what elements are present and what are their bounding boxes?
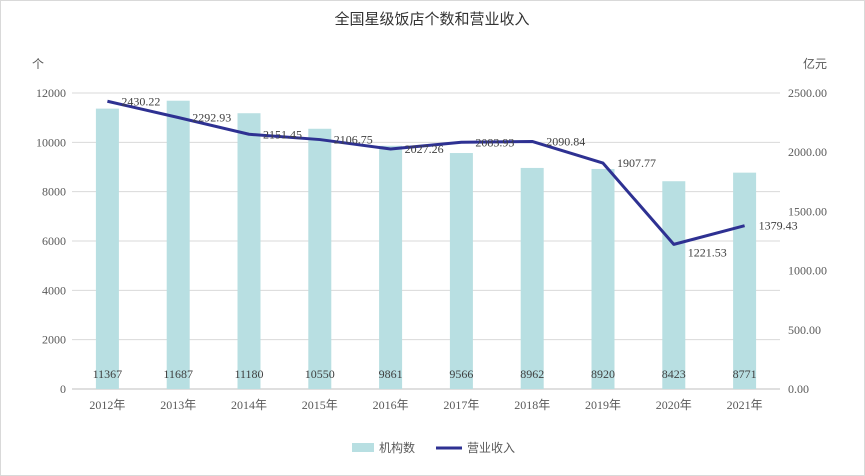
x-tick-label: 2017年 bbox=[443, 398, 479, 412]
line-series bbox=[107, 99, 745, 246]
line-data-label: 1907.77 bbox=[617, 156, 656, 170]
bar-data-label: 11367 bbox=[93, 367, 123, 381]
line-data-label: 1379.43 bbox=[759, 219, 798, 233]
bar bbox=[95, 108, 119, 389]
bar bbox=[662, 181, 686, 389]
bar-data-label: 8962 bbox=[520, 367, 544, 381]
legend-line-label: 营业收入 bbox=[467, 441, 515, 455]
left-tick-label: 12000 bbox=[36, 86, 66, 100]
bar bbox=[237, 113, 261, 389]
left-tick-label: 10000 bbox=[36, 135, 66, 149]
line-data-label: 2106.75 bbox=[334, 133, 373, 147]
line-data-label: 2090.84 bbox=[546, 134, 585, 148]
right-tick-label: 1500.00 bbox=[788, 204, 827, 218]
right-tick-label: 0.00 bbox=[788, 382, 809, 396]
right-tick-label: 1000.00 bbox=[788, 264, 827, 278]
x-tick-label: 2015年 bbox=[302, 398, 338, 412]
left-tick-label: 4000 bbox=[42, 283, 66, 297]
bar-data-label: 9566 bbox=[449, 367, 473, 381]
left-tick-label: 8000 bbox=[42, 185, 66, 199]
bar-data-label: 9861 bbox=[379, 367, 403, 381]
bar bbox=[591, 168, 615, 389]
bar-data-label: 8423 bbox=[662, 367, 686, 381]
left-tick-label: 6000 bbox=[42, 234, 66, 248]
bar bbox=[520, 167, 544, 389]
x-tick-label: 2021年 bbox=[727, 398, 763, 412]
line-data-label: 2027.26 bbox=[405, 142, 444, 156]
legend-bar-label: 机构数 bbox=[379, 440, 415, 455]
left-tick-label: 2000 bbox=[42, 333, 66, 347]
x-tick-label: 2014年 bbox=[231, 398, 267, 412]
line-data-label: 2292.93 bbox=[192, 111, 231, 125]
x-tick-label: 2012年 bbox=[89, 398, 125, 412]
x-tick-label: 2016年 bbox=[373, 398, 409, 412]
right-axis-unit: 亿元 bbox=[803, 56, 827, 71]
right-tick-label: 500.00 bbox=[788, 323, 821, 337]
bar-data-label: 8920 bbox=[591, 367, 615, 381]
bar-data-label: 8771 bbox=[733, 367, 757, 381]
left-axis-unit: 个 bbox=[32, 57, 44, 71]
bar bbox=[733, 172, 757, 389]
left-tick-label: 0 bbox=[60, 382, 66, 396]
legend-bar-swatch bbox=[352, 443, 374, 452]
right-tick-label: 2500.00 bbox=[788, 86, 827, 100]
x-tick-label: 2018年 bbox=[514, 398, 550, 412]
bar-data-label: 11180 bbox=[234, 367, 263, 381]
right-tick-label: 2000.00 bbox=[788, 145, 827, 159]
bar-data-label: 11687 bbox=[163, 367, 193, 381]
bar bbox=[449, 153, 473, 389]
line-data-label: 2083.93 bbox=[475, 135, 514, 149]
bar bbox=[379, 145, 403, 389]
line-data-label: 1221.53 bbox=[688, 245, 727, 259]
bar bbox=[166, 100, 190, 389]
x-tick-label: 2019年 bbox=[585, 398, 621, 412]
x-tick-label: 2020年 bbox=[656, 398, 692, 412]
bar-data-label: 10550 bbox=[305, 367, 335, 381]
bar bbox=[308, 128, 332, 389]
chart-title: 全国星级饭店个数和营业收入 bbox=[334, 10, 529, 28]
line-data-label: 2151.45 bbox=[263, 127, 302, 141]
x-tick-label: 2013年 bbox=[160, 398, 196, 412]
line-data-label: 2430.22 bbox=[121, 94, 160, 108]
